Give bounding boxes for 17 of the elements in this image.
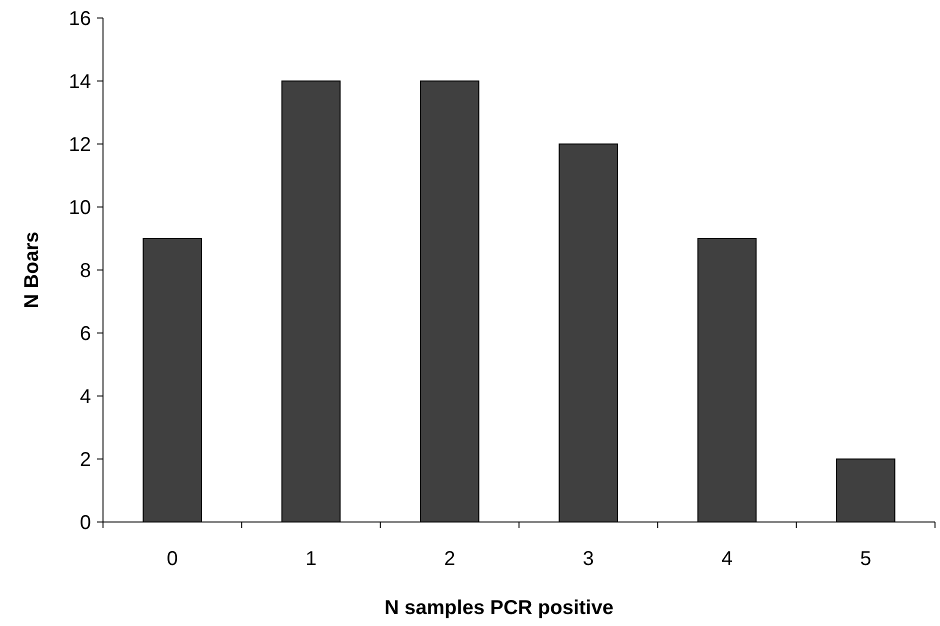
y-tick-label: 6: [80, 323, 91, 345]
y-tick-label: 8: [80, 260, 91, 282]
y-tick-label: 16: [68, 8, 91, 30]
y-tick-label: 4: [80, 386, 91, 408]
y-tick-label: 2: [80, 449, 91, 471]
x-tick-label: 4: [721, 548, 733, 570]
y-tick-label: 14: [68, 71, 91, 93]
x-tick-label: 1: [305, 548, 317, 570]
x-tick-label: 0: [166, 548, 178, 570]
x-tick-label: 2: [444, 548, 456, 570]
y-tick-label: 12: [68, 134, 91, 156]
y-tick-label: 10: [68, 197, 91, 219]
x-tick-label: 5: [860, 548, 872, 570]
y-tick-label: 0: [80, 512, 91, 534]
x-tick-label: 3: [582, 548, 594, 570]
y-axis-title: N Boars: [21, 232, 43, 308]
x-axis-title: N samples PCR positive: [384, 597, 614, 619]
